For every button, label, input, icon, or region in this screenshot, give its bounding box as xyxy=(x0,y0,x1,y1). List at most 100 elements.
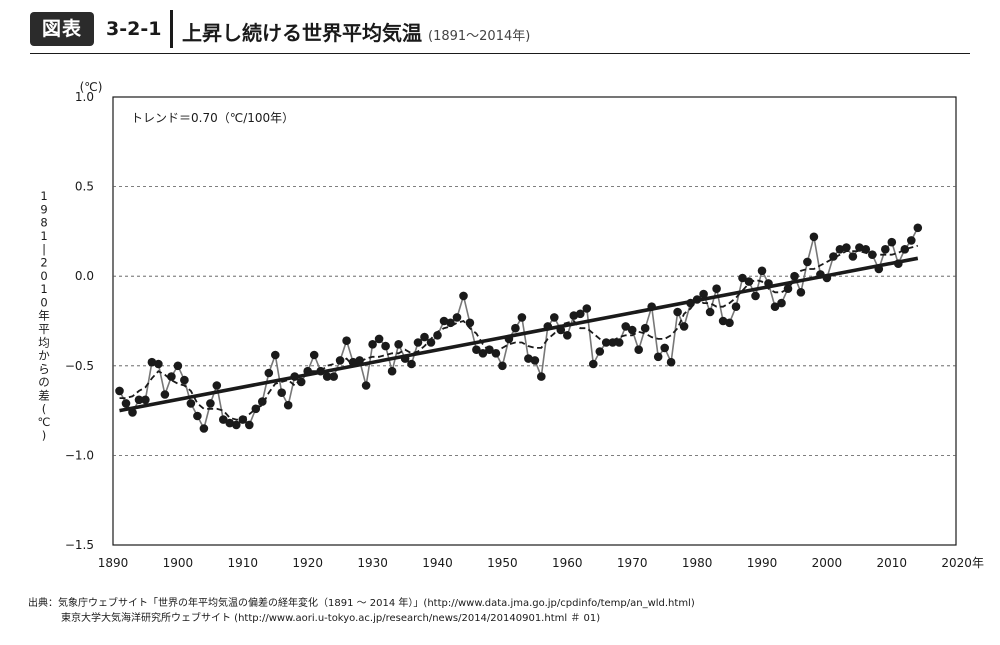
y-tick-label: 0.0 xyxy=(75,269,94,283)
annual-anomaly-point xyxy=(407,359,416,369)
annual-anomaly-point xyxy=(907,236,916,245)
x-tick-label: 2020年 xyxy=(941,556,984,570)
x-tick-label: 1930 xyxy=(357,556,388,570)
annual-anomaly-point xyxy=(459,291,468,301)
annual-anomaly-point xyxy=(524,354,533,363)
annual-anomaly-point xyxy=(621,322,630,331)
annual-anomaly-point xyxy=(387,366,397,376)
annual-anomaly-point xyxy=(848,252,858,261)
annual-anomaly-point xyxy=(277,388,287,398)
annual-anomaly-point xyxy=(627,325,637,335)
annual-anomaly-point xyxy=(212,381,222,390)
annual-anomaly-point xyxy=(452,313,462,322)
annual-anomaly-point xyxy=(576,309,585,319)
annual-anomaly-point xyxy=(738,273,747,283)
annual-anomaly-point xyxy=(465,318,475,328)
header-rule xyxy=(30,53,970,54)
y-axis-label-char: 1 xyxy=(40,282,47,296)
annual-anomaly-point xyxy=(731,302,741,312)
annual-anomaly-point xyxy=(342,336,351,346)
annual-anomaly-point xyxy=(569,311,579,320)
annual-anomaly-point xyxy=(245,420,254,430)
source-line-2: 東京大学大気海洋研究所ウェブサイト (http://www.aori.u-tok… xyxy=(61,613,601,624)
source-note: 出典：気象庁ウェブサイト「世界の年平均気温の偏差の経年変化（1891 ～ 201… xyxy=(28,596,695,626)
figure-number: 3-2-1 xyxy=(106,18,162,40)
annual-anomaly-point xyxy=(666,357,676,367)
y-axis-label-char: 2 xyxy=(40,256,47,270)
annual-anomaly-point xyxy=(141,395,150,405)
y-axis-label-char: ら xyxy=(38,362,50,376)
annual-anomaly-point xyxy=(770,302,780,312)
five-year-mean-line xyxy=(119,244,919,421)
y-axis-label-char: ( xyxy=(42,402,47,416)
annual-anomaly-point xyxy=(705,307,715,317)
annual-anomaly-point xyxy=(154,359,163,369)
y-tick-label: 1.0 xyxy=(75,90,94,104)
y-axis-label-char: 1 xyxy=(40,229,47,243)
annual-anomaly-point xyxy=(660,343,669,353)
figure-subtitle: (1891～2014年) xyxy=(428,29,531,44)
annual-anomaly-point xyxy=(517,313,527,322)
figure-title: 上昇し続ける世界平均気温 (1891～2014年) xyxy=(182,17,530,46)
annual-anomaly-point xyxy=(614,338,624,347)
annual-anomaly-point xyxy=(121,399,131,408)
annual-anomaly-point xyxy=(881,245,890,254)
plot-frame xyxy=(112,96,957,546)
annual-anomaly-point xyxy=(381,341,390,351)
x-tick-label: 2000 xyxy=(812,556,843,570)
annual-anomaly-point xyxy=(530,356,540,365)
annual-anomaly-point xyxy=(796,288,806,297)
y-axis-label-char: 8 xyxy=(40,216,47,230)
y-tick-label: −1.0 xyxy=(65,448,94,462)
annual-anomaly-point xyxy=(368,340,377,349)
annual-anomaly-point xyxy=(725,318,734,328)
annual-anomaly-point xyxy=(485,345,494,355)
annual-anomaly-point xyxy=(744,277,754,286)
y-axis-label-char: 0 xyxy=(40,269,47,283)
y-unit-label: (℃) xyxy=(80,80,103,94)
x-tick-label: 1910 xyxy=(228,556,259,570)
annual-anomaly-point xyxy=(537,372,546,381)
x-tick-label: 1900 xyxy=(163,556,194,570)
x-tick-label: 1970 xyxy=(617,556,648,570)
annual-anomaly-point xyxy=(595,347,605,356)
annual-anomaly-point xyxy=(283,400,293,410)
annual-anomaly-point xyxy=(842,243,851,252)
annual-anomaly-point xyxy=(550,313,559,322)
annual-anomaly-point xyxy=(498,361,507,371)
header-divider xyxy=(170,10,173,48)
x-tick-label: 1890 xyxy=(98,556,129,570)
annual-anomaly-point xyxy=(167,372,176,381)
annual-anomaly-point xyxy=(309,350,319,360)
y-axis-label-char: 年 xyxy=(38,309,50,323)
y-axis-label-char: か xyxy=(38,349,50,363)
x-tick-label: 1920 xyxy=(292,556,323,570)
y-axis-label-char: 差 xyxy=(38,389,50,403)
annual-anomaly-point xyxy=(809,232,819,242)
annual-anomaly-point xyxy=(115,386,124,396)
annual-anomaly-point xyxy=(673,307,682,317)
trend-line xyxy=(119,256,919,413)
x-tick-label: 1990 xyxy=(747,556,778,570)
annual-anomaly-point xyxy=(472,345,481,355)
annual-anomaly-point xyxy=(186,399,196,408)
y-axis-label-char: 1 xyxy=(40,189,47,203)
annual-anomaly-point xyxy=(264,368,274,378)
annual-anomaly-point xyxy=(322,372,332,381)
annual-anomaly-point xyxy=(394,340,403,349)
x-tick-label: 1980 xyxy=(682,556,713,570)
y-axis-label-char: 平 xyxy=(38,322,50,336)
x-tick-label: 1950 xyxy=(487,556,518,570)
x-tick-label: 1940 xyxy=(422,556,453,570)
y-tick-label: −0.5 xyxy=(65,359,94,373)
annual-anomaly-point xyxy=(835,245,845,254)
y-axis-label-char: | xyxy=(42,242,46,256)
y-axis-label: 1 9 8 1 | 2 0 1 0 年平均からの差(℃) xyxy=(38,189,51,442)
annual-anomaly-point xyxy=(699,289,708,299)
annual-anomaly-point xyxy=(563,331,572,340)
x-tick-label: 2010 xyxy=(877,556,908,570)
annual-anomaly-point xyxy=(193,411,202,421)
annual-anomaly-point xyxy=(751,291,760,301)
annual-anomaly-point xyxy=(511,323,520,333)
annual-anomaly-point xyxy=(491,349,501,358)
